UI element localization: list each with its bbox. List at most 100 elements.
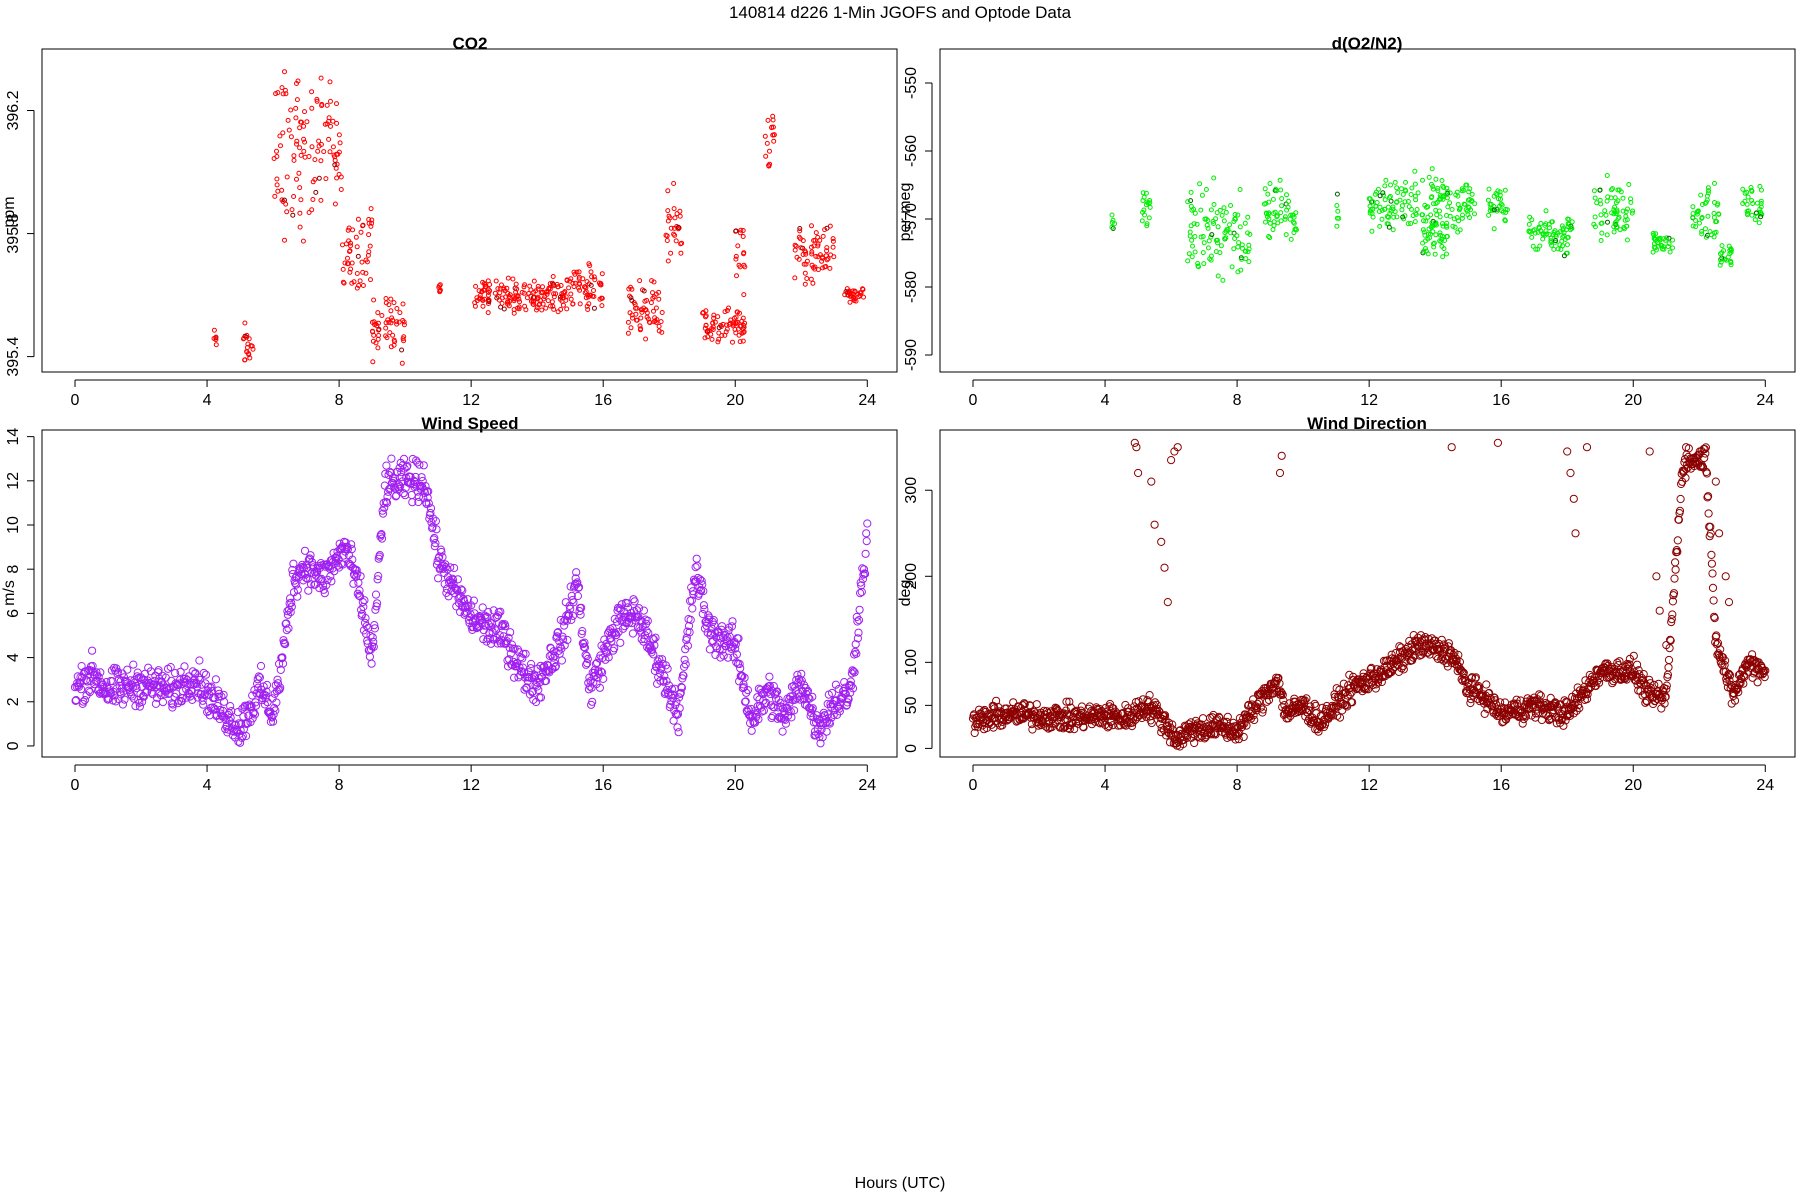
co2-data-point (577, 301, 583, 307)
wind-direction-data-point (1258, 705, 1268, 714)
wind-speed-data-point (386, 484, 395, 493)
wind-direction-data-point (1157, 724, 1166, 733)
wind-speed-data-point (547, 651, 556, 660)
o2n2-data-point (1559, 238, 1565, 244)
co2-data-point (589, 274, 595, 280)
co2-data-point (659, 329, 665, 335)
o2n2-data-point (1704, 193, 1710, 199)
co2-data-point (720, 321, 726, 327)
wind-direction-data-point (1641, 698, 1650, 707)
o2n2-data-point (1421, 229, 1427, 235)
o2n2-data-point (1373, 203, 1379, 209)
wind-speed-data-point (281, 640, 290, 649)
co2-data-point (309, 89, 315, 95)
wind-direction-data-point (1269, 689, 1278, 698)
o2n2-data-point (1719, 250, 1725, 256)
wind-speed-data-point (630, 597, 639, 606)
co2-data-point (577, 287, 583, 293)
wind-speed-data-point (596, 651, 605, 660)
co2-data-point (860, 287, 866, 292)
co2-data-point (383, 320, 389, 326)
wind-speed-data-point (95, 689, 104, 698)
wind-speed-data-point (565, 611, 574, 620)
co2-data-point (354, 285, 360, 291)
wind-speed-data-point (825, 719, 835, 728)
wind-direction-data-point (1712, 631, 1721, 640)
o2n2-data-point (1434, 199, 1440, 205)
o2n2-data-point (1497, 203, 1503, 209)
co2-data-point (492, 290, 498, 296)
o2n2-data-point (1203, 216, 1209, 222)
wind-speed-data-point (368, 633, 377, 642)
co2-data-point (316, 175, 322, 181)
wind-speed-data-point (248, 714, 257, 723)
wind-speed-y-tick-label: 4 (5, 653, 22, 662)
co2-data-point (715, 339, 721, 345)
wind-speed-data-point (91, 684, 100, 693)
o2n2-data-point (1390, 204, 1396, 210)
co2-data-point (639, 309, 645, 315)
o2n2-data-point (1222, 230, 1228, 236)
wind-direction-data-point (1108, 721, 1117, 730)
o2n2-data-point (1147, 204, 1153, 210)
o2n2-data-point (1698, 192, 1704, 198)
co2-data-point (576, 285, 582, 291)
co2-data-point (479, 296, 485, 302)
o2n2-data-point (1717, 262, 1723, 268)
wind-speed-data-point (556, 642, 565, 651)
co2-data-point (678, 250, 684, 256)
wind-speed-data-point (490, 624, 499, 633)
o2n2-data-point (1444, 185, 1450, 191)
co2-data-point (302, 139, 308, 145)
wind-speed-data-point (399, 489, 408, 498)
wind-direction-data-point (1167, 456, 1176, 465)
co2-data-point (641, 288, 647, 294)
wind-speed-data-point (255, 673, 264, 682)
co2-data-point (282, 69, 287, 75)
co2-data-point (570, 280, 576, 286)
wind-direction-data-point (1147, 718, 1156, 728)
o2n2-data-point (1597, 197, 1603, 203)
o2n2-data-point (1699, 215, 1705, 221)
wind-speed-data-point (520, 685, 529, 694)
co2-data-point (633, 311, 639, 317)
o2n2-data-point (1400, 191, 1406, 197)
co2-data-point (628, 325, 634, 331)
o2n2-data-point (1201, 261, 1207, 267)
o2n2-data-point (1491, 226, 1497, 232)
o2n2-data-point (1433, 207, 1439, 213)
wind-speed-data-point (758, 690, 767, 699)
o2n2-data-point (1264, 211, 1270, 217)
wind-speed-data-point (786, 707, 795, 716)
co2-data-point (665, 188, 671, 194)
co2-data-point (279, 187, 285, 193)
o2n2-data-point (1546, 232, 1552, 237)
wind-speed-data-point (376, 530, 385, 540)
co2-data-point (391, 342, 397, 348)
co2-data-point (732, 315, 737, 321)
o2n2-data-point (1564, 242, 1570, 248)
wind-direction-x-tick-label: 24 (1756, 777, 1774, 794)
o2n2-x-tick-label: 12 (1360, 392, 1378, 409)
wind-speed-data-point (214, 692, 223, 701)
wind-speed-data-point (675, 693, 684, 702)
o2n2-data-point (1759, 211, 1765, 217)
wind-speed-data-point (688, 604, 697, 613)
co2-data-point (815, 241, 821, 247)
o2n2-data-point (1530, 243, 1536, 249)
wind-direction-data-point (1168, 720, 1177, 729)
wind-direction-data-point (1130, 438, 1139, 447)
wind-speed-data-point (790, 706, 799, 715)
co2-data-point (740, 234, 746, 239)
o2n2-data-point (1377, 204, 1383, 210)
co2-data-point (521, 290, 527, 296)
wind-direction-data-point (1572, 706, 1581, 716)
wind-direction-data-point (1715, 529, 1724, 538)
co2-data-point (651, 319, 657, 325)
o2n2-data-point (1185, 199, 1191, 205)
wind-speed-data-point (135, 702, 144, 711)
wind-speed-x-tick-label: 8 (335, 777, 344, 794)
wind-speed-data-point (583, 654, 592, 664)
wind-direction-data-point (1748, 673, 1757, 682)
co2-data-point (396, 319, 402, 325)
